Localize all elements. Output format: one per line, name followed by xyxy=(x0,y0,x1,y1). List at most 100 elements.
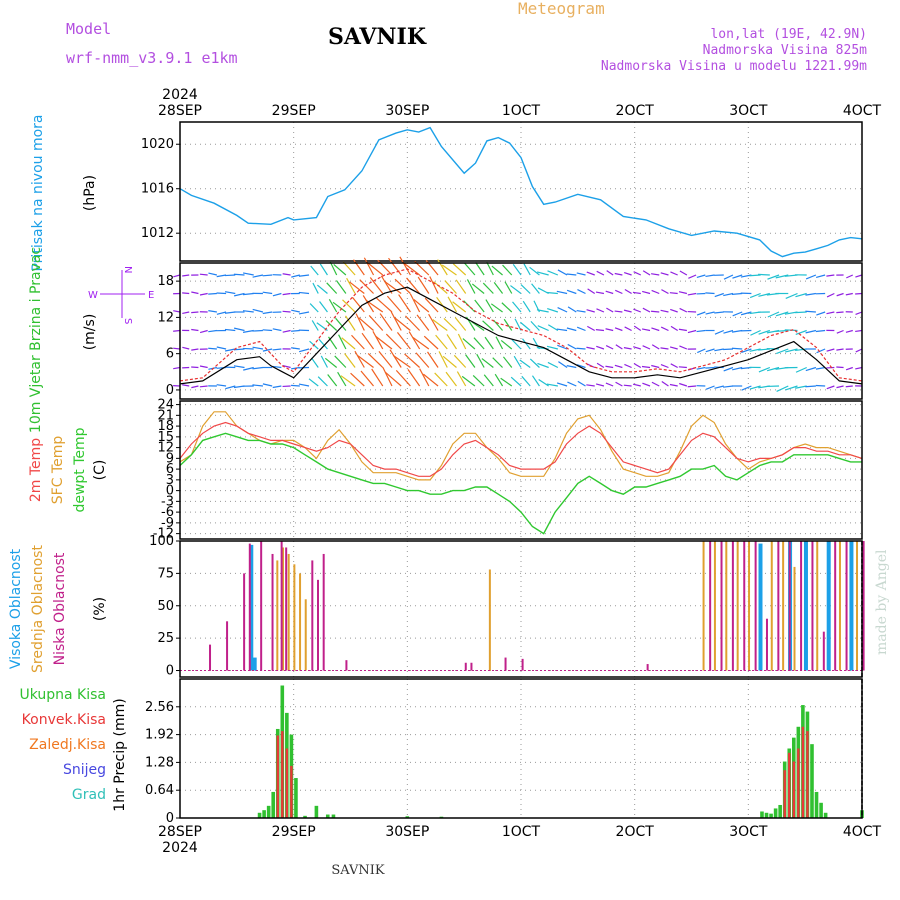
wind-arrow xyxy=(298,291,310,295)
wind-arrow xyxy=(385,333,402,350)
wind-arrow xyxy=(556,290,568,295)
wind-arrow xyxy=(262,291,273,295)
wind-arrow xyxy=(705,274,715,278)
wind-arrow xyxy=(308,378,319,387)
precip-bar xyxy=(797,748,800,818)
wind-arrow xyxy=(614,310,623,313)
pressure-labels: Pritisak na nivou mora (hPa) xyxy=(30,114,98,271)
wind-arrow xyxy=(490,303,503,313)
wind-arrow xyxy=(651,273,660,276)
wind-arrow xyxy=(513,355,522,368)
wind-arrow xyxy=(567,343,577,350)
wind-arrow xyxy=(173,366,181,370)
ytick-label: 75 xyxy=(157,566,174,581)
wind-ylabel: 10m Vjetar Brzina i Pravac xyxy=(28,247,44,433)
wind-arrow xyxy=(173,274,181,278)
cloud-bar xyxy=(743,541,746,671)
wind-arrow xyxy=(332,301,347,313)
snow-label: Snijeg xyxy=(63,762,106,778)
wind-arrow xyxy=(443,317,457,331)
wind-arrow xyxy=(233,365,245,369)
cloud-bar xyxy=(713,541,716,671)
wind-arrow xyxy=(651,364,660,369)
wind-arrow xyxy=(341,337,356,350)
wind-arrow xyxy=(390,311,402,331)
wind-arrow xyxy=(624,288,632,295)
wind-arrow xyxy=(463,300,476,313)
wind-arrow xyxy=(595,383,605,387)
wind-arrow xyxy=(334,355,347,368)
wind-arrow xyxy=(740,311,752,316)
wind-arrow xyxy=(669,383,678,387)
wind-arrow xyxy=(815,366,826,370)
wind-arrow xyxy=(855,348,863,353)
wind-arrow xyxy=(687,329,697,334)
wind-arrow xyxy=(566,327,577,332)
ytick-label: -9 xyxy=(161,516,174,531)
wind-arrow xyxy=(538,379,549,387)
wind-arrow xyxy=(522,300,531,313)
wind-arrow xyxy=(805,329,817,334)
wind-arrow xyxy=(327,374,338,387)
wind-arrow xyxy=(775,329,789,332)
wind-arrow xyxy=(473,337,485,350)
wind-arrow xyxy=(670,363,678,369)
wind-arrow xyxy=(529,358,540,368)
wind-arrow xyxy=(433,281,448,294)
ytick-label: 9 xyxy=(166,451,174,466)
coords-label: lon,lat (19E, 42.9N) xyxy=(710,27,867,42)
wind-arrow xyxy=(242,347,254,350)
wind-arrow xyxy=(605,345,614,350)
wind-arrow xyxy=(815,329,826,333)
wind-arrow xyxy=(354,350,365,368)
altitude-label: Nadmorska Visina 825m xyxy=(703,43,868,58)
precip-bar xyxy=(331,814,336,818)
wind-arrow xyxy=(173,329,181,332)
wind-arrow xyxy=(633,346,641,350)
wind-arrow xyxy=(475,262,485,276)
wind-arrow xyxy=(651,327,660,332)
sfc-ylabel: SFC Temp xyxy=(50,436,66,505)
wind-arrow xyxy=(557,307,568,313)
top-date-label: 29SEP xyxy=(272,103,316,119)
year-bottom: 2024 xyxy=(162,840,198,856)
wind-arrow xyxy=(225,348,236,352)
wind-arrow xyxy=(536,309,549,313)
wind-arrow xyxy=(393,316,411,331)
top-date-label: 30SEP xyxy=(385,103,429,119)
wind-arrow xyxy=(624,326,632,332)
wind-arrow xyxy=(805,385,816,388)
wind-arrow xyxy=(547,307,559,313)
wind-arrow xyxy=(723,274,734,280)
wind-arrow xyxy=(446,334,457,350)
wind-arrow xyxy=(669,292,678,295)
wind-arrow xyxy=(298,383,310,387)
wind-arrow xyxy=(678,366,687,369)
wind-arrow xyxy=(661,381,669,387)
wind-arrow xyxy=(576,347,586,350)
wind-arrow xyxy=(243,366,254,371)
wind-ylabel-line1: 10m Vjetar Brzina i Pravac xyxy=(28,247,44,433)
wind-arrow xyxy=(660,272,669,276)
wind-arrow xyxy=(679,307,688,313)
wind-arrow xyxy=(340,375,356,387)
wind-arrow xyxy=(342,299,356,313)
wind-arrow xyxy=(705,311,715,315)
wind-arrow xyxy=(345,315,356,331)
cloud-bar xyxy=(299,573,302,671)
temperature-unit: (C) xyxy=(92,460,108,481)
ytick-label: 18 xyxy=(157,419,174,434)
cloud-bar xyxy=(748,541,751,671)
bottom-date-label: 4OCT xyxy=(843,824,882,840)
cloud-bar xyxy=(280,541,283,671)
panels: 10201016101218126024211815129630-3-6-9-1… xyxy=(141,121,865,826)
wind-arrow xyxy=(363,257,375,276)
wind-arrow xyxy=(335,317,347,331)
cloud-bar xyxy=(862,541,865,671)
wind-arrow xyxy=(415,352,430,368)
dewpt-ylabel: dewpt Temp xyxy=(72,427,88,512)
top-date-label: 4OCT xyxy=(843,103,882,119)
wind-arrow xyxy=(432,319,448,331)
wind-arrow xyxy=(714,292,724,298)
wind-arrow xyxy=(483,374,494,387)
